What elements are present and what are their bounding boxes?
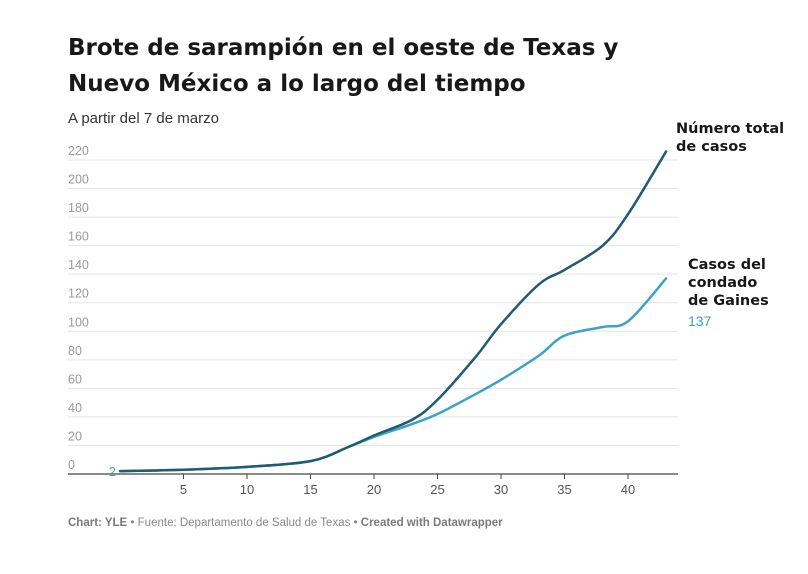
y-tick-label: 220: [68, 144, 89, 158]
series-line-gaines: [118, 277, 668, 473]
y-tick-label: 160: [68, 230, 89, 244]
x-tick-label: 35: [557, 482, 571, 497]
x-tick-label: 20: [367, 482, 381, 497]
x-tick-label: 10: [240, 482, 254, 497]
x-tick-label: 25: [430, 482, 444, 497]
x-tick-label: 30: [494, 482, 508, 497]
y-tick-label: 100: [68, 315, 89, 329]
grid-layer: [68, 159, 678, 446]
series-end-value-gaines: 137: [688, 313, 712, 329]
y-tick-label: 120: [68, 287, 89, 301]
footer-created-with: Created with Datawrapper: [360, 517, 503, 529]
footer-separator-2: •: [353, 517, 358, 529]
x-tick-label: 15: [303, 482, 317, 497]
series-layer: 2: [109, 150, 668, 479]
y-tick-label: 140: [68, 258, 89, 272]
footer-chart-credit: Chart: YLE: [68, 517, 128, 529]
y-tick-label: 40: [68, 401, 82, 415]
start-value-label: 2: [109, 464, 116, 479]
series-label-gaines: Casos del condado de Gaines: [688, 257, 769, 309]
x-tick-label: 40: [621, 482, 635, 497]
y-tick-label: 60: [68, 372, 82, 386]
footer-separator-1: •: [130, 517, 135, 529]
y-tick-label: 180: [68, 201, 89, 215]
series-line-total: [118, 150, 668, 473]
y-tick-label: 200: [68, 173, 89, 187]
axis-layer: 0 20 40 60 80 100 120 140 160 180 200 220 5 10 15 20 25 3…: [68, 144, 678, 497]
y-tick-label: 80: [68, 344, 82, 358]
chart-footer: Chart: YLE • Fuente: Departamento de Sal…: [68, 517, 503, 529]
series-label-total: Número total de casos: [676, 121, 785, 155]
y-tick-label: 20: [68, 429, 82, 443]
chart-title: Brote de sarampión en el oeste de Texas …: [68, 35, 619, 97]
footer-source: Fuente: Departamento de Salud de Texas: [137, 517, 351, 529]
chart-subtitle: A partir del 7 de marzo: [68, 110, 219, 127]
x-tick-label: 5: [180, 482, 187, 497]
y-tick-label: 0: [68, 458, 75, 472]
